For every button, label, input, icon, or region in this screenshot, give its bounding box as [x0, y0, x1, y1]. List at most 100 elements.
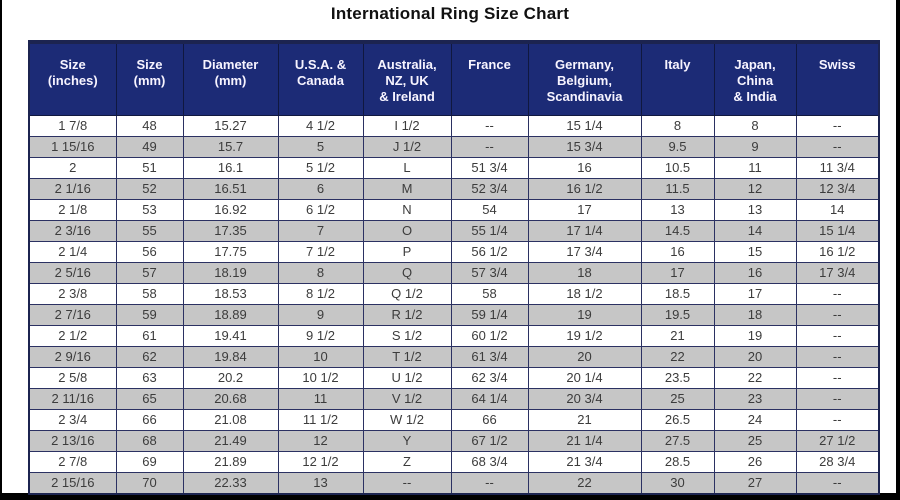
table-cell: 52 — [115, 177, 184, 200]
table-cell: -- — [450, 471, 529, 494]
table-cell: -- — [450, 114, 529, 137]
table-cell: 19.41 — [182, 324, 279, 347]
table-cell: -- — [795, 324, 880, 347]
table-cell: 2 11/16 — [28, 387, 117, 410]
table-cell: 10 1/2 — [277, 366, 364, 389]
table-header: Size (inches) Size (mm) Diameter (mm) U.S.A… — [28, 41, 880, 116]
table-cell: 12 3/4 — [795, 177, 880, 200]
table-cell: T 1/2 — [362, 345, 452, 368]
table-row: 2 9/16 62 19.84 10 T 1/2 61 3/4 20 22 20 -- — [28, 345, 880, 368]
table-cell: 6 1/2 — [277, 198, 364, 221]
right-frame-line — [896, 0, 900, 500]
table-cell: 25 — [640, 387, 715, 410]
table-cell: 6 — [277, 177, 364, 200]
table-row: 2 1/16 52 16.51 6 M 52 3/4 16 1/2 11.5 12 12 3/4 — [28, 177, 880, 200]
table-cell: 13 — [277, 471, 364, 494]
header-cell: U.S.A. & Canada — [277, 41, 364, 116]
table-cell: 20 — [527, 345, 642, 368]
table-cell: P — [362, 240, 452, 263]
table-cell: 1 15/16 — [28, 135, 117, 158]
table-cell: 19 — [713, 324, 797, 347]
table-cell: 16.51 — [182, 177, 279, 200]
header-row: Size (inches) Size (mm) Diameter (mm) U.S.A… — [28, 41, 880, 116]
table-cell: 21.89 — [182, 450, 279, 473]
table-cell: Y — [362, 429, 452, 452]
table-cell: 51 3/4 — [450, 156, 529, 179]
table-row: 2 51 16.1 5 1/2 L 51 3/4 16 10.5 11 11 3/4 — [28, 156, 880, 179]
table-cell: O — [362, 219, 452, 242]
table-cell: 7 — [277, 219, 364, 242]
table-cell: 21 1/4 — [527, 429, 642, 452]
table-cell: 55 1/4 — [450, 219, 529, 242]
table-cell: 11 — [713, 156, 797, 179]
table-cell: 66 — [450, 408, 529, 431]
table-cell: 16 — [713, 261, 797, 284]
table-cell: -- — [795, 366, 880, 389]
left-frame-line — [0, 0, 2, 500]
table-cell: 17 — [713, 282, 797, 305]
table-cell: 58 — [450, 282, 529, 305]
table-cell: 2 3/16 — [28, 219, 117, 242]
table-cell: 18 1/2 — [527, 282, 642, 305]
table-cell: 65 — [115, 387, 184, 410]
table-row: 1 15/16 49 15.7 5 J 1/2 -- 15 3/4 9.5 9 -- — [28, 135, 880, 158]
table-cell: 20.68 — [182, 387, 279, 410]
table-cell: Q — [362, 261, 452, 284]
table-cell: 2 — [28, 156, 117, 179]
table-cell: 12 — [713, 177, 797, 200]
table-cell: J 1/2 — [362, 135, 452, 158]
table-cell: 9.5 — [640, 135, 715, 158]
table-cell: 5 — [277, 135, 364, 158]
table-cell: 24 — [713, 408, 797, 431]
table-cell: 18 — [713, 303, 797, 326]
table-cell: 16.92 — [182, 198, 279, 221]
table-row: 2 1/2 61 19.41 9 1/2 S 1/2 60 1/2 19 1/2 21 19 -- — [28, 324, 880, 347]
table-cell: 59 1/4 — [450, 303, 529, 326]
table-cell: -- — [795, 303, 880, 326]
table-cell: 2 7/8 — [28, 450, 117, 473]
table-cell: 60 1/2 — [450, 324, 529, 347]
table-cell: 8 — [640, 114, 715, 137]
table-cell: 19 — [527, 303, 642, 326]
table-cell: 2 1/4 — [28, 240, 117, 263]
table-cell: -- — [450, 135, 529, 158]
table-cell: 2 15/16 — [28, 471, 117, 494]
table-cell: 48 — [115, 114, 184, 137]
table-cell: 52 3/4 — [450, 177, 529, 200]
table-cell: 10.5 — [640, 156, 715, 179]
table-row: 2 1/8 53 16.92 6 1/2 N 54 17 13 13 14 — [28, 198, 880, 221]
table-cell: 2 3/4 — [28, 408, 117, 431]
table-cell: 19 1/2 — [527, 324, 642, 347]
bottom-frame-bar — [0, 493, 900, 500]
table-cell: 16 1/2 — [795, 240, 880, 263]
table-cell: I 1/2 — [362, 114, 452, 137]
table-cell: 21 — [640, 324, 715, 347]
page-title: International Ring Size Chart — [330, 4, 570, 23]
table-cell: 20.2 — [182, 366, 279, 389]
table-row: 2 13/16 68 21.49 12 Y 67 1/2 21 1/4 27.5 25 27 1/… — [28, 429, 880, 452]
table-cell: 2 1/2 — [28, 324, 117, 347]
table-cell: 19.5 — [640, 303, 715, 326]
table-cell: 54 — [450, 198, 529, 221]
ring-size-table: Size (inches) Size (mm) Diameter (mm) U.S.A… — [28, 40, 880, 495]
table-cell: 15 1/4 — [527, 114, 642, 137]
table-cell: 8 1/2 — [277, 282, 364, 305]
table-cell: 1 7/8 — [28, 114, 117, 137]
table-cell: -- — [795, 408, 880, 431]
table-cell: 18.5 — [640, 282, 715, 305]
table-cell: 7 1/2 — [277, 240, 364, 263]
table-cell: 15 — [713, 240, 797, 263]
table-cell: 17 3/4 — [795, 261, 880, 284]
table-cell: L — [362, 156, 452, 179]
table-cell: 23 — [713, 387, 797, 410]
table-cell: 17 1/4 — [527, 219, 642, 242]
table-row: 2 3/16 55 17.35 7 O 55 1/4 17 1/4 14.5 14 15 1/4 — [28, 219, 880, 242]
table-cell: 17 — [527, 198, 642, 221]
table-cell: 49 — [115, 135, 184, 158]
table-cell: 61 3/4 — [450, 345, 529, 368]
header-cell: Germany, Belgium, Scandinavia — [527, 41, 642, 116]
table-cell: 69 — [115, 450, 184, 473]
table-cell: 56 1/2 — [450, 240, 529, 263]
table-cell: 61 — [115, 324, 184, 347]
